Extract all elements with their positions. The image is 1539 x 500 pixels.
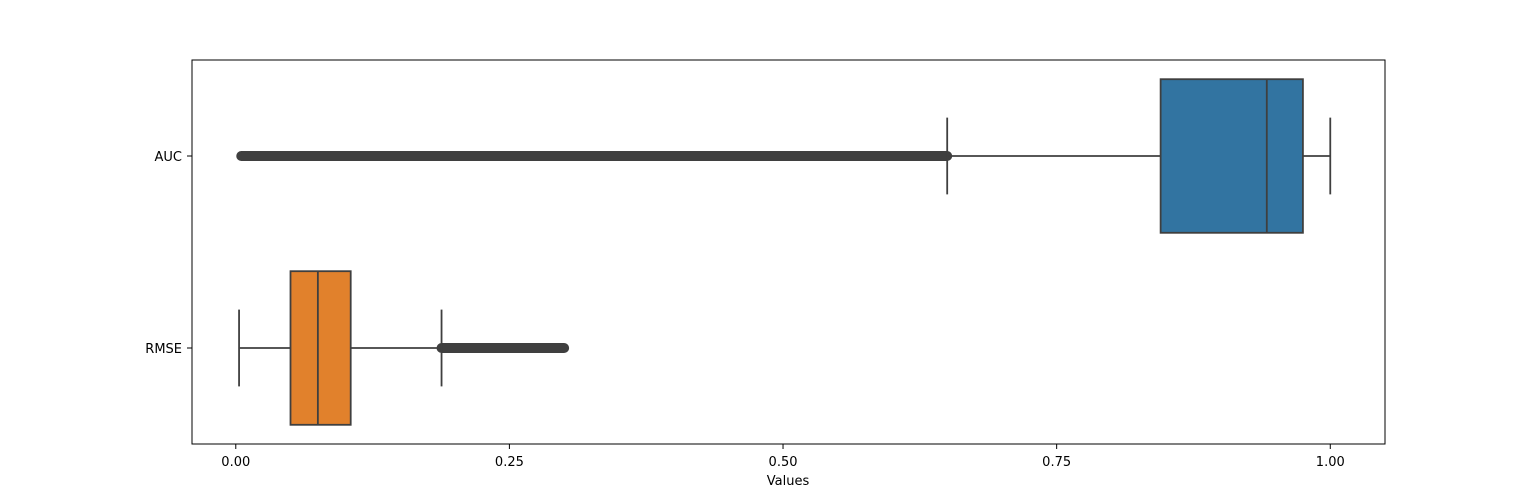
y-tick-label: RMSE [145,342,182,357]
y-tick-label: AUC [155,150,183,165]
x-tick-label: 0.00 [221,455,250,470]
box-rmse [289,270,352,426]
x-tick-label: 0.75 [1042,455,1071,470]
x-tick-label: 0.50 [769,455,798,470]
box-auc [1159,78,1304,234]
box-group-auc [236,78,1332,234]
x-tick-label: 0.25 [495,455,524,470]
x-tick-label: 1.00 [1316,455,1345,470]
x-axis-label: Values [767,474,810,489]
box-group-rmse [238,270,570,426]
x-axis-ticks: 0.00 0.25 0.50 0.75 1.00 [221,444,1345,470]
boxes-layer [236,78,1332,426]
y-axis-ticks: AUC RMSE [145,150,192,357]
plot-frame [191,59,1386,445]
